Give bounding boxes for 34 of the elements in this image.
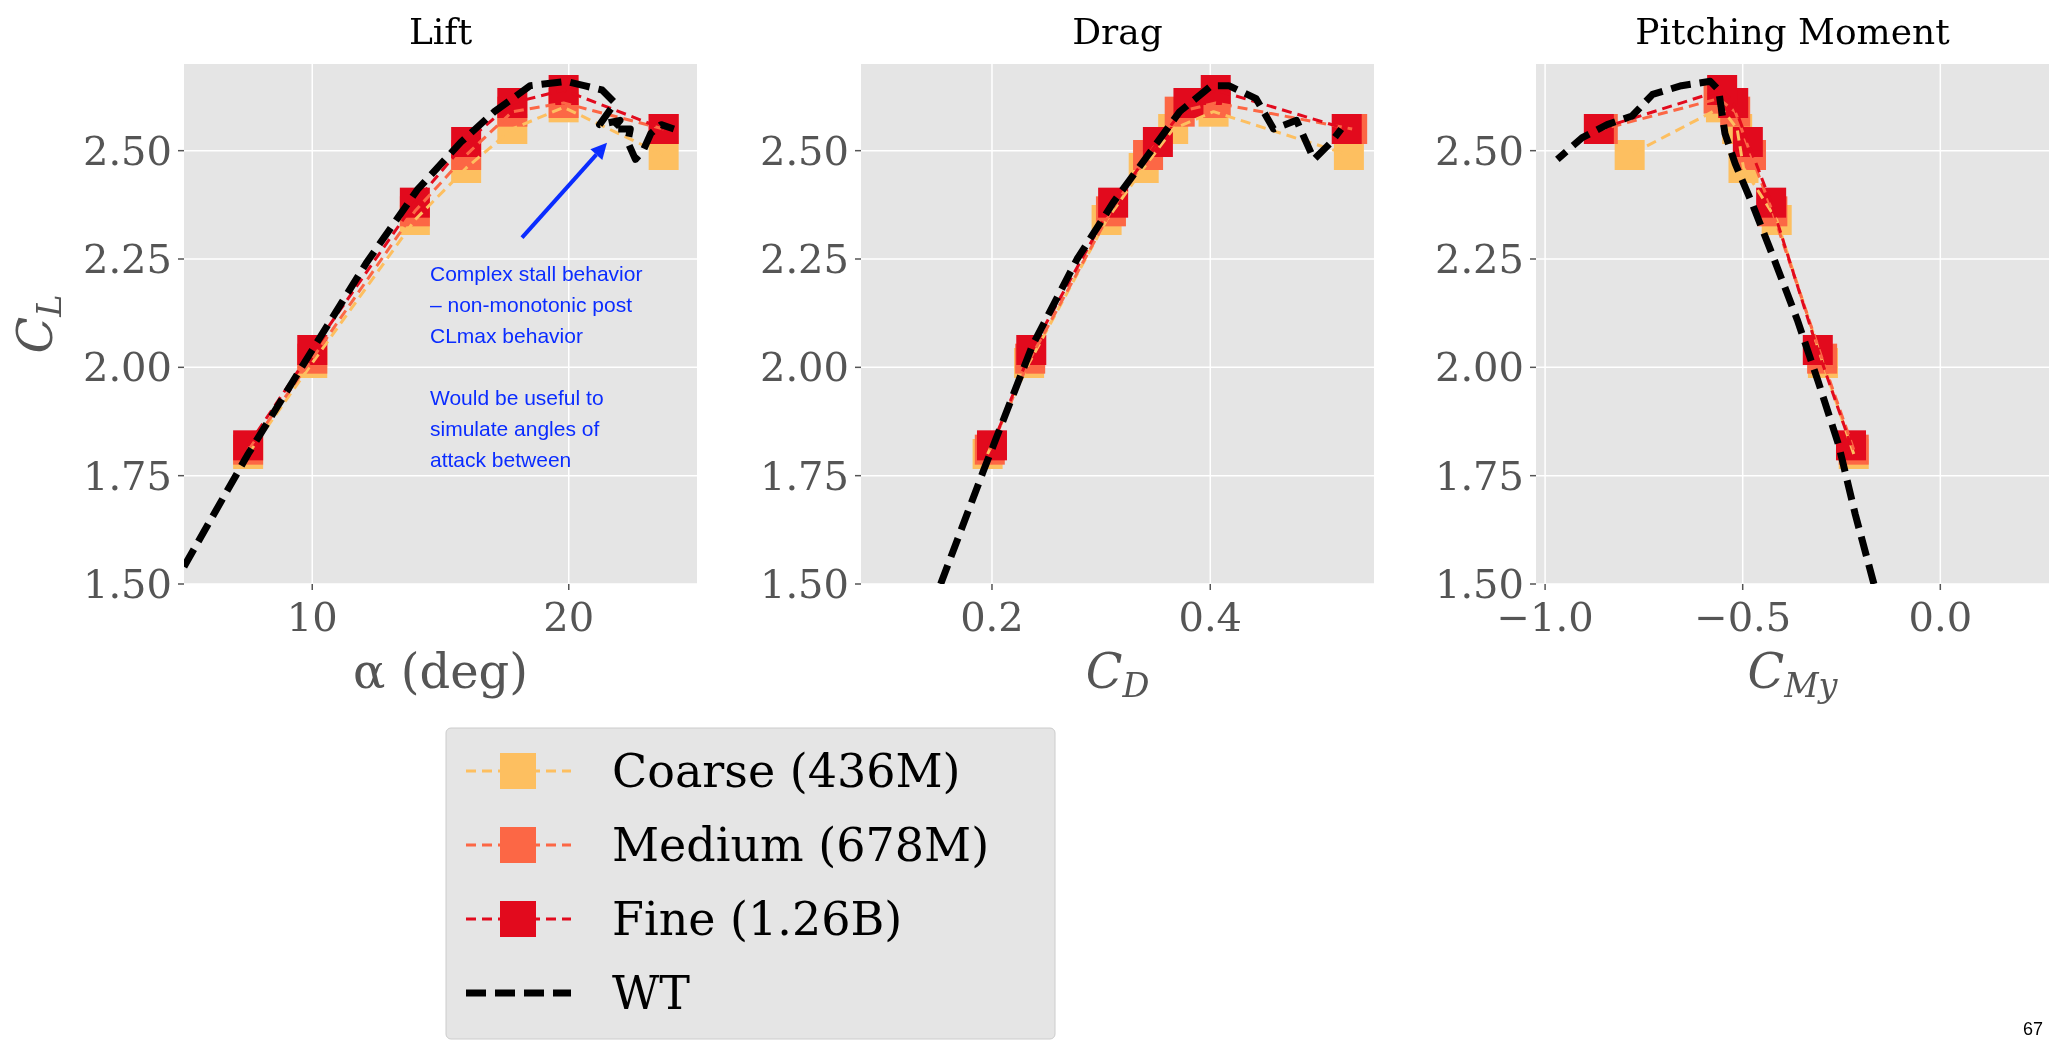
y-tick-label: 1.75 xyxy=(759,452,849,499)
x-tick-label: 10 xyxy=(286,594,338,640)
y-tick-label: 2.00 xyxy=(759,344,849,391)
point xyxy=(1614,140,1645,170)
x-tick-label: 0.4 xyxy=(1178,594,1243,640)
x-axis-title: C$_{My}$ xyxy=(1747,643,1839,705)
y-tick-label: 2.50 xyxy=(1434,127,1524,174)
chart-title: Lift xyxy=(408,11,473,52)
y-tick-label: 1.75 xyxy=(82,452,172,499)
y-tick-label: 1.50 xyxy=(759,561,849,607)
y-tick-label: 2.25 xyxy=(759,236,849,282)
x-tick-label: 20 xyxy=(543,594,595,640)
legend-label: Coarse (436M) xyxy=(612,744,961,799)
annotation: Would be useful to simulate angles of attack between xyxy=(430,385,604,471)
y-tick-label: 2.50 xyxy=(759,127,849,174)
x-tick-label: 0.0 xyxy=(1908,594,1973,640)
y-tick-label: 2.25 xyxy=(82,236,172,282)
legend-label: Medium (678M) xyxy=(612,818,990,873)
annotation: Complex stall behavior – non-monotonic post CLmax behavior xyxy=(430,261,643,347)
chart-title: Drag xyxy=(1072,11,1163,52)
y-tick-label: 2.50 xyxy=(82,127,172,174)
x-axis-title: C$_{D}$ xyxy=(1085,643,1150,705)
x-tick-label: 0.2 xyxy=(960,594,1024,640)
y-tick-label: 1.75 xyxy=(1434,452,1524,499)
y-tick-label: 2.00 xyxy=(82,344,172,391)
y-tick-label: 1.50 xyxy=(82,561,172,607)
x-tick-label: −0.5 xyxy=(1694,594,1792,640)
y-tick-label: 2.25 xyxy=(1434,236,1524,282)
legend-label: Fine (1.26B) xyxy=(612,892,903,947)
legend-label: WT xyxy=(612,966,691,1021)
chart-title: Pitching Moment xyxy=(1635,11,1951,52)
text: 67 xyxy=(2022,1019,2043,1039)
x-axis-title: α (deg) xyxy=(353,643,528,699)
y-tick-label: 2.00 xyxy=(1434,344,1524,391)
